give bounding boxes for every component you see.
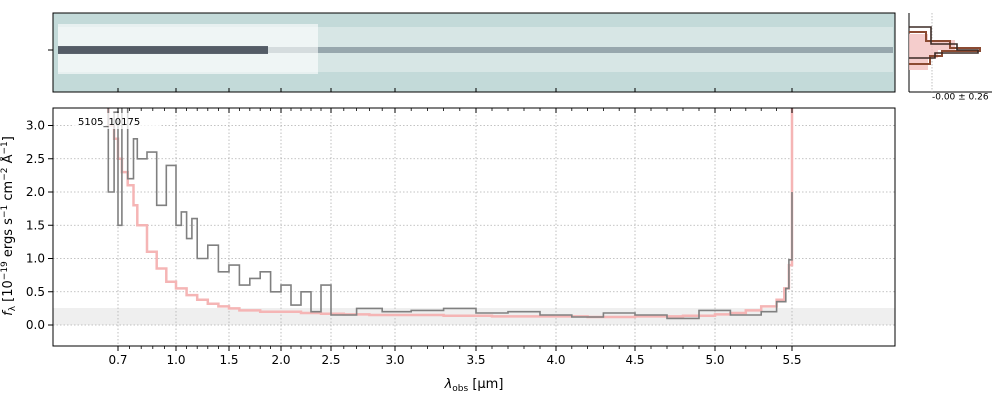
object-label: 5105_10175: [78, 117, 140, 128]
x-tick-label: 5.0: [705, 353, 724, 367]
histogram-pink-area: [909, 34, 955, 70]
x-tick-label: 4.0: [546, 353, 565, 367]
histogram-label: -0.00 ± 0.26: [932, 93, 989, 103]
y-tick-label: 1.0: [26, 252, 45, 266]
x-tick-label: 5.5: [782, 353, 801, 367]
x-tick-label: 2.5: [321, 353, 340, 367]
spectrum-panel: 5105_10175 0.7 1.0 1.5 2.0 2.5 3.0 3.5 4.0 4.5 5.…: [26, 88, 896, 367]
x-axis-label: λobs [μm]: [444, 377, 504, 394]
image-trace-line: [58, 47, 893, 53]
y-tick-label: 0.0: [26, 318, 45, 332]
image-trace-core: [58, 46, 268, 54]
y-tick-label: 0.5: [26, 285, 45, 299]
x-tick-label: 3.5: [466, 353, 485, 367]
image-trace: [48, 24, 893, 74]
image-panel: [48, 12, 896, 93]
y-axis-ticks: 0.0 0.5 1.0 1.5 2.0 2.5 3.0: [26, 119, 53, 332]
x-tick-label: 4.5: [625, 353, 644, 367]
y-tick-label: 3.0: [26, 119, 45, 133]
x-tick-label: 2.0: [271, 353, 290, 367]
image-frame: [52, 12, 896, 93]
x-tick-label: 1.5: [219, 353, 238, 367]
y-axis-label: fλ [10−19 ergs s−1 cm−2 Å−1]: [0, 136, 18, 316]
x-tick-label: 1.0: [166, 353, 185, 367]
x-tick-label: 3.0: [385, 353, 404, 367]
y-tick-label: 2.5: [26, 152, 45, 166]
x-axis-ticks: 0.7 1.0 1.5 2.0 2.5 3.0 3.5 4.0 4.5 5.0 5.5: [108, 88, 802, 367]
model-series-line: [107, 108, 794, 319]
object-label-box: [72, 113, 160, 129]
y-tick-label: 1.5: [26, 218, 45, 232]
y-tick-label: 2.0: [26, 185, 45, 199]
plot-frame: [52, 107, 896, 347]
spectrum-series-line: [107, 108, 793, 320]
histogram-panel: -0.00 ± 0.26: [908, 13, 992, 103]
x-tick-label: 0.7: [108, 353, 127, 367]
histogram-dark-step: [909, 26, 979, 59]
